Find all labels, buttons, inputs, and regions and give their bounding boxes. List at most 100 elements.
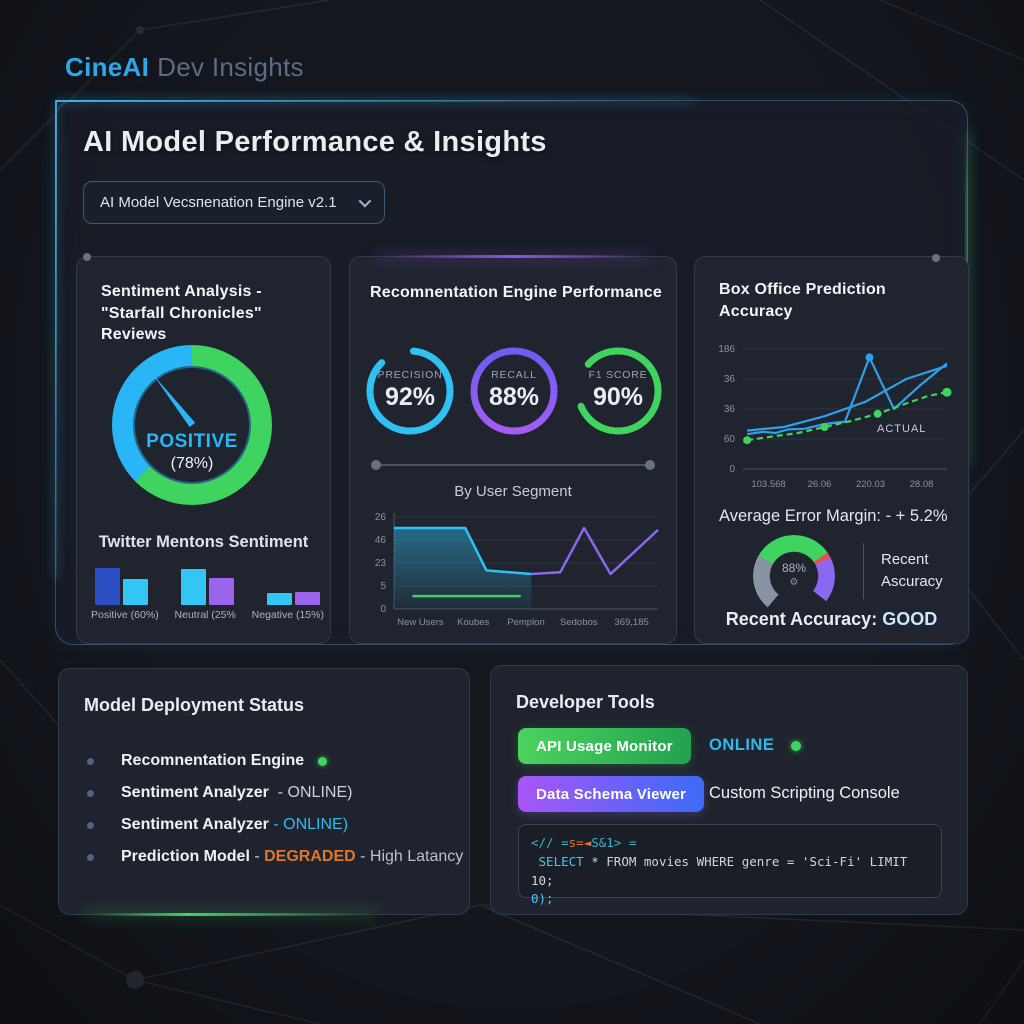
bar-group — [267, 557, 320, 605]
bullet-icon — [87, 853, 94, 861]
divider — [863, 543, 864, 599]
status-text-segment: - High Latancy — [355, 848, 464, 865]
ring-value: 88% — [488, 383, 540, 411]
twitter-sentiment-bar-chart — [95, 557, 320, 605]
scripting-console-code[interactable]: <// =s=◄S&1> = SELECT * FROM movies WHER… — [518, 824, 942, 906]
svg-text:New Users: New Users — [397, 617, 444, 628]
code-segment: <// = — [531, 835, 569, 850]
ring-label: RECALL — [491, 369, 537, 381]
bar-group — [181, 557, 234, 605]
recent-accuracy-side-label: Recent Ascuracy — [881, 551, 943, 590]
box-office-card: Box Office Prediction Accuracy 186 36 36 60… — [694, 254, 969, 644]
range-slider[interactable] — [371, 460, 655, 470]
code-segment: * FROM movies WHERE genre = 'Sci-Fi' LIM… — [531, 853, 915, 888]
recent-accuracy-gauge: 88% ⚙ — [753, 535, 835, 617]
data-schema-viewer-button[interactable]: Data Schema Viewer — [518, 776, 705, 812]
recent-accuracy-value: GOOD — [882, 609, 938, 629]
dev-card-title: Developer Tools — [516, 692, 655, 712]
main-panel: AI Model Performance & Insights AI Model… — [55, 100, 969, 645]
svg-text:186: 186 — [718, 344, 735, 355]
status-text-segment: Sentiment Analyzer — [121, 816, 274, 833]
code-segment: S&1> = — [591, 835, 637, 850]
error-margin-text: Average Error Margin: - + 5.2% — [719, 507, 948, 525]
recent-accuracy-label: Recent Accuracy: — [725, 609, 883, 629]
sentiment-analysis-card: Sentiment Analysis - "Starfall Chronicle… — [76, 253, 331, 644]
online-status-dot — [318, 756, 328, 766]
svg-text:28.08: 28.08 — [910, 479, 934, 490]
card-connector-dot — [932, 254, 940, 262]
metric-ring-precision: PRECISION 92% — [362, 343, 458, 439]
svg-text:60: 60 — [724, 434, 736, 445]
segment-chart-title: By User Segment — [454, 483, 572, 500]
bar — [209, 577, 234, 605]
api-usage-monitor-button[interactable]: API Usage Monitor — [518, 728, 691, 764]
bar — [181, 569, 206, 605]
ring-label: F1 SCORE — [588, 369, 648, 381]
bullet-icon — [87, 789, 94, 797]
svg-text:ACTUAL: ACTUAL — [877, 423, 926, 435]
svg-text:36: 36 — [724, 374, 736, 385]
box-office-line-chart: 186 36 36 60 0 ACTUAL 103.568 26.06 220.03 28.08 — [718, 344, 952, 490]
metric-ring-f1-score: F1 SCORE 90% — [570, 343, 666, 439]
svg-text:26: 26 — [375, 512, 387, 523]
sentiment-donut-gauge: POSITIVE (78%) — [112, 345, 272, 505]
svg-text:103.568: 103.568 — [751, 479, 785, 490]
online-status-dot — [791, 741, 801, 751]
recent-accuracy-status: Recent Accuracy: GOOD — [695, 609, 968, 630]
svg-text:Pemplon: Pemplon — [507, 617, 545, 628]
gauge-arc — [753, 535, 835, 617]
engine-metric-rings: PRECISION 92% RECALL 88% F1 SCORE 90% — [362, 343, 666, 439]
bar-group-label: Negative (15%) — [251, 609, 324, 621]
status-text-segment: - — [249, 848, 265, 865]
sentiment-gauge-label: POSITIVE — [146, 431, 238, 452]
svg-text:46: 46 — [375, 535, 387, 546]
brand-suffix: Dev Insights — [157, 52, 304, 82]
code-segment: 0); — [531, 891, 554, 907]
engine-card-title: Recomnentation Engine Performance — [370, 284, 662, 301]
bar — [95, 567, 120, 605]
svg-text:5: 5 — [380, 581, 386, 592]
gear-icon: ⚙ — [789, 577, 799, 588]
bar-group — [95, 557, 148, 605]
code-line: SELECT * FROM movies WHERE genre = 'Sci-… — [531, 853, 929, 891]
twitter-bars-title: Twitter Mentons Sentiment — [98, 533, 309, 551]
status-text-segment: - ONLINE) — [273, 816, 349, 833]
svg-text:369,185: 369,185 — [614, 617, 648, 628]
status-text-segment: Sentiment Analyzer — [121, 784, 269, 801]
status-text-segment: Prediction Model — [121, 848, 250, 865]
deployment-status-item: Sentiment Analyzer - ONLINE) — [87, 809, 453, 841]
bar — [295, 591, 320, 605]
custom-scripting-console-label: Custom Scripting Console — [709, 784, 900, 802]
svg-text:Sedobos: Sedobos — [560, 617, 598, 628]
svg-text:220.03: 220.03 — [856, 479, 885, 490]
svg-text:Koubes: Koubes — [457, 617, 489, 628]
deployment-status-list: Recomnentation Engine Sentiment Analyzer … — [87, 745, 463, 873]
code-segment: s — [568, 835, 577, 850]
svg-text:26.06: 26.06 — [808, 479, 832, 490]
page-title: AI Model Performance & Insights — [83, 126, 547, 158]
app-logo: CineAI Dev Insights — [65, 52, 304, 83]
bullet-icon — [87, 821, 94, 829]
bar-group-label: Neutral (25% — [174, 609, 236, 621]
code-line: <// =s=◄S&1> = — [531, 834, 929, 853]
bar — [123, 578, 148, 605]
developer-tools-card: Developer Tools API Usage Monitor ONLINE… — [490, 665, 968, 915]
twitter-bar-labels: Positive (60%) Neutral (25% Negative (15%) — [91, 609, 324, 621]
metric-ring-recall: RECALL 88% — [466, 343, 562, 439]
ring-value: 90% — [592, 383, 644, 411]
chevron-down-icon — [358, 194, 372, 208]
model-version-value: AI Model Vecsпenation Engine v2.1 — [100, 194, 337, 211]
svg-text:36: 36 — [724, 404, 736, 415]
brand-name: CineAI — [65, 52, 150, 82]
box-card-title: Box Office Prediction Accuracy — [719, 281, 886, 320]
bar-group-label: Positive (60%) — [91, 609, 159, 621]
ring-label: PRECISION — [377, 369, 443, 381]
status-text-segment: Recomnentation Engine — [121, 752, 305, 769]
deployment-status-item: Recomnentation Engine — [87, 745, 453, 777]
deploy-card-title: Model Deployment Status — [84, 695, 305, 715]
sentiment-card-title: Sentiment Analysis - "Starfall Chronicle… — [101, 283, 262, 344]
svg-text:0: 0 — [729, 464, 735, 475]
user-segment-chart: 26 46 23 5 0 New Users Koubes Pemplon Sedobos 369… — [375, 512, 659, 628]
bar — [267, 593, 292, 605]
model-version-dropdown[interactable]: AI Model Vecsпenation Engine v2.1 — [83, 181, 385, 224]
